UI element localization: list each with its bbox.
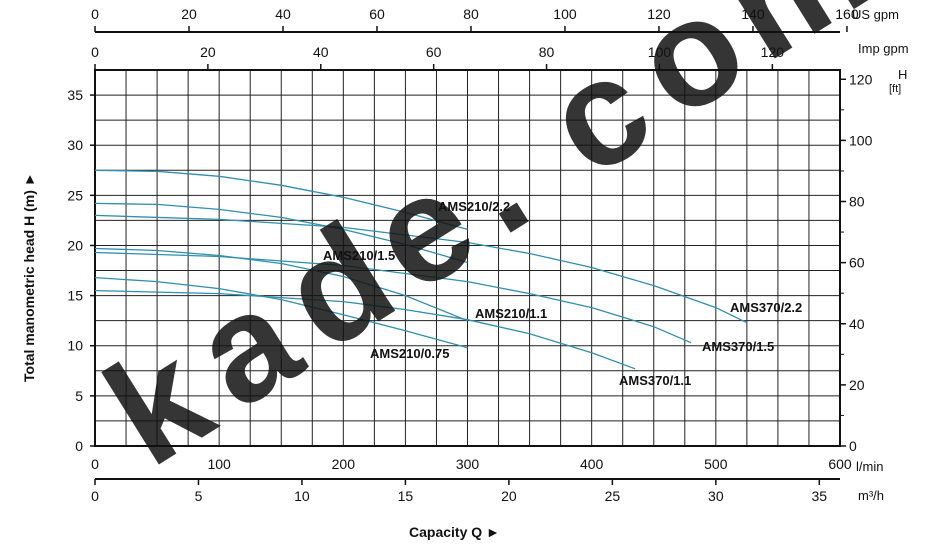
- bottom-lmin-tick-label: 0: [91, 456, 99, 472]
- left-tick-label: 25: [67, 187, 83, 203]
- top-impgpm-tick-label: 60: [426, 44, 442, 60]
- x-axis-title: Capacity Q ►: [409, 524, 500, 540]
- y-axis-title: Total manometric head H (m) ►: [21, 172, 37, 382]
- right-tick-label: 100: [849, 132, 873, 148]
- top-usgpm-tick-label: 80: [463, 6, 479, 22]
- top-impgpm-tick-label: 120: [761, 44, 785, 60]
- top-impgpm-tick-label: 80: [539, 44, 555, 60]
- bottom-lmin-tick-label: 500: [704, 456, 728, 472]
- bottom-lmin-tick-label: 200: [332, 456, 356, 472]
- left-tick-label: 10: [67, 338, 83, 354]
- curve-label-ams210-1-1: AMS210/1.1: [475, 306, 547, 321]
- curve-labels: AMS210/2.2 AMS210/1.5 AMS210/1.1 AMS210/0.7…: [323, 199, 802, 388]
- bottom-m3h-tick-label: 25: [605, 488, 621, 504]
- curve-label-ams370-2-2: AMS370/2.2: [730, 300, 802, 315]
- top-usgpm-tick-label: 140: [741, 6, 765, 22]
- curve-label-ams370-1-1: AMS370/1.1: [619, 373, 691, 388]
- top-impgpm-tick-label: 0: [91, 44, 99, 60]
- curve-label-ams370-1-5: AMS370/1.5: [702, 339, 774, 354]
- bottom-lmin-tick-label: 100: [207, 456, 231, 472]
- right-tick-label: 60: [849, 255, 865, 271]
- right-tick-label: 20: [849, 377, 865, 393]
- plot-grid: [94, 31, 841, 480]
- left-tick-label: 35: [67, 87, 83, 103]
- unit-impgpm: Imp gpm: [858, 41, 909, 56]
- left-tick-label: 20: [67, 237, 83, 253]
- top-impgpm-tick-label: 20: [200, 44, 216, 60]
- unit-ft: [ft]: [889, 83, 901, 95]
- performance-curves: [94, 169, 748, 370]
- curve-ams210-1-5: [94, 202, 468, 264]
- bottom-m3h-tick-label: 0: [91, 488, 99, 504]
- curve-label-ams210-1-5: AMS210/1.5: [323, 248, 395, 263]
- top-usgpm-tick-label: 40: [275, 6, 291, 22]
- curve-ams370-1-1: [94, 289, 636, 370]
- top-usgpm-tick-label: 160: [835, 6, 859, 22]
- bottom-m3h-tick-label: 5: [195, 488, 203, 504]
- curve-label-ams210-0-75: AMS210/0.75: [370, 346, 450, 361]
- curve-ams370-2-2: [94, 214, 748, 324]
- top-impgpm-tick-label: 100: [648, 44, 672, 60]
- curve-ams370-1-5: [94, 251, 692, 344]
- right-tick-label: 120: [849, 71, 873, 87]
- left-tick-label: 15: [67, 288, 83, 304]
- top-impgpm-tick-label: 40: [313, 44, 329, 60]
- bottom-m3h-tick-label: 10: [294, 488, 310, 504]
- unit-ft-h: H: [898, 67, 907, 82]
- top-usgpm-tick-label: 60: [369, 6, 385, 22]
- bottom-m3h-tick-label: 35: [812, 488, 828, 504]
- bottom-m3h-tick-label: 15: [398, 488, 414, 504]
- top-usgpm-tick-label: 0: [91, 6, 99, 22]
- bottom-lmin-tick-label: 300: [456, 456, 480, 472]
- bottom-m3h-tick-label: 20: [501, 488, 517, 504]
- right-tick-label: 0: [849, 438, 857, 454]
- right-tick-label: 80: [849, 194, 865, 210]
- top-usgpm-tick-label: 20: [181, 6, 197, 22]
- right-tick-label: 40: [849, 316, 865, 332]
- bottom-m3h-tick-label: 30: [708, 488, 724, 504]
- bottom-lmin-tick-label: 600: [828, 456, 852, 472]
- curve-ams210-0-75: [94, 276, 468, 349]
- top-usgpm-tick-label: 120: [647, 6, 671, 22]
- curve-label-ams210-2-2: AMS210/2.2: [438, 199, 510, 214]
- curve-ams210-1-1: [94, 247, 468, 322]
- unit-m3h: m³/h: [858, 488, 884, 503]
- curve-ams210-2-2: [94, 169, 468, 231]
- bottom-lmin-tick-label: 400: [580, 456, 604, 472]
- left-tick-label: 5: [75, 388, 83, 404]
- top-usgpm-tick-label: 100: [553, 6, 577, 22]
- left-tick-label: 0: [75, 438, 83, 454]
- plot-frame: [94, 69, 841, 447]
- left-tick-label: 30: [67, 137, 83, 153]
- unit-lmin: l/min: [856, 459, 883, 474]
- unit-usgpm: US gpm: [852, 7, 899, 22]
